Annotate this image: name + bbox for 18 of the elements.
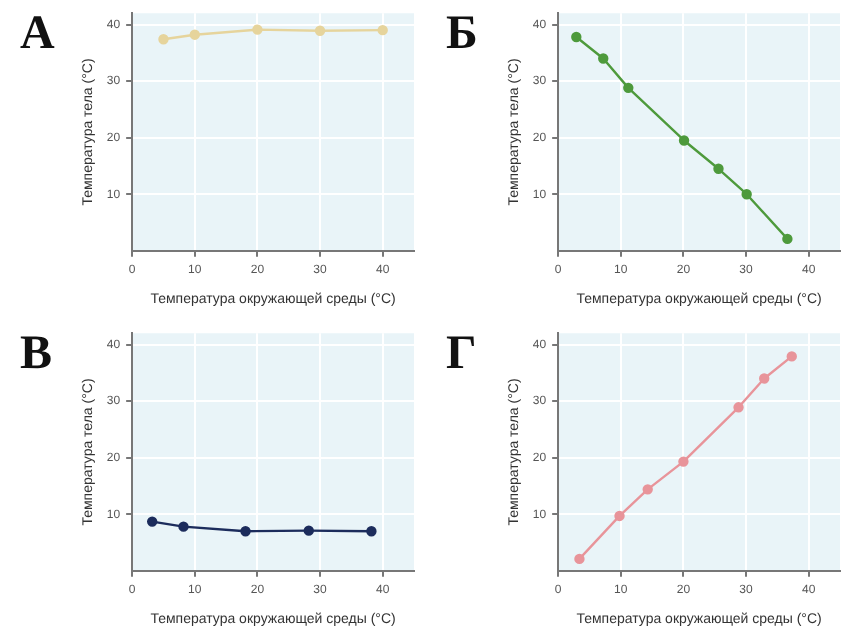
point: [571, 31, 582, 43]
point: [614, 510, 625, 522]
point: [598, 53, 609, 64]
point: [623, 82, 634, 94]
point: [678, 456, 689, 467]
chart-title: Б: [446, 8, 478, 62]
point: [741, 189, 752, 200]
point: [574, 553, 585, 565]
point: [642, 484, 653, 495]
point: [678, 135, 690, 146]
chart-title: А: [20, 8, 55, 62]
point: [733, 402, 744, 413]
point: [759, 373, 770, 384]
chart-title: Г: [446, 328, 477, 382]
point: [782, 233, 793, 245]
point: [786, 351, 797, 362]
chart-title: В: [20, 328, 53, 382]
point: [713, 163, 724, 174]
